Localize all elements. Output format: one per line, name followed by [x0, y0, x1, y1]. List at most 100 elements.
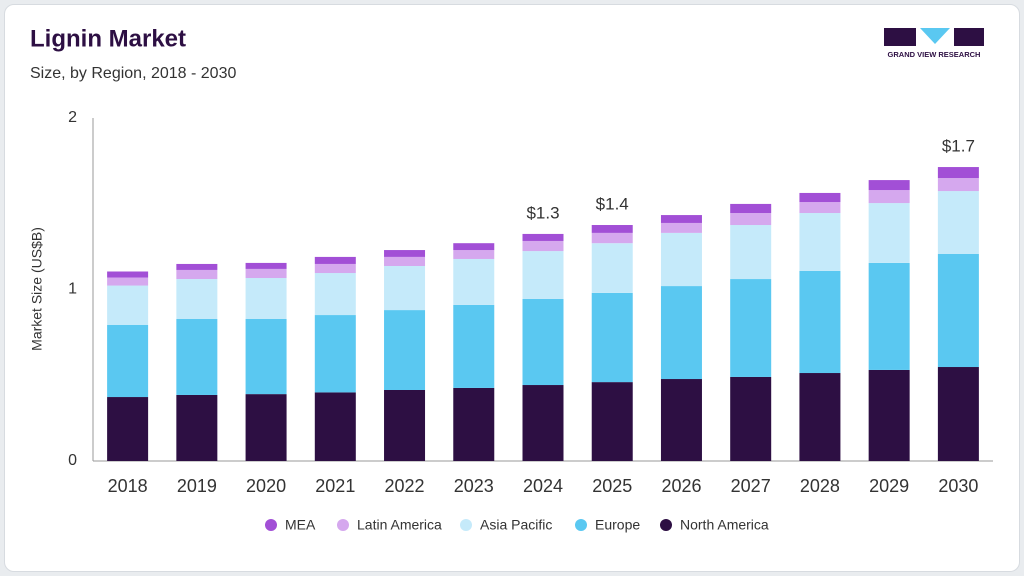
bar-segment [799, 202, 841, 214]
x-tick-label: 2026 [661, 476, 701, 496]
bar-segment [799, 213, 841, 271]
bar-segment [937, 191, 979, 254]
legend-swatch [660, 519, 672, 531]
y-tick-label: 0 [68, 452, 77, 469]
bar-segment [314, 392, 356, 461]
x-tick-label: 2028 [800, 476, 840, 496]
bar-segment [522, 240, 564, 252]
bar-segment [868, 203, 910, 263]
bar-segment [245, 394, 287, 461]
bar-segment [176, 318, 218, 395]
x-tick-label: 2019 [177, 476, 217, 496]
bar-segment [799, 270, 841, 374]
bar-segment [591, 232, 633, 244]
bar-segment [384, 389, 426, 461]
bar-segment [107, 271, 149, 278]
bar-segment [868, 262, 910, 370]
total-label: $1.7 [942, 137, 975, 156]
bar-segment [314, 263, 356, 274]
x-tick-label: 2027 [731, 476, 771, 496]
bar-segment [868, 190, 910, 204]
total-label: $1.3 [526, 203, 559, 222]
bar-segment [660, 232, 702, 287]
bar-segment [868, 180, 910, 191]
x-tick-label: 2029 [869, 476, 909, 496]
logo: GRAND VIEW RESEARCH [884, 28, 984, 59]
bar-segment [730, 279, 772, 377]
x-tick-label: 2023 [454, 476, 494, 496]
bar-segment [868, 369, 910, 461]
bar-segment [591, 243, 633, 293]
bar-segment [660, 379, 702, 461]
logo-triangle [920, 28, 950, 44]
y-tick-label: 1 [68, 281, 77, 298]
x-tick-label: 2025 [592, 476, 632, 496]
logo-text: GRAND VIEW RESEARCH [888, 50, 981, 59]
bar-segment [245, 278, 287, 319]
logo-block [884, 28, 916, 46]
legend-label: Asia Pacific [480, 517, 552, 533]
bar-segment [245, 262, 287, 269]
legend-swatch [460, 519, 472, 531]
chart-title: Lignin Market [30, 25, 186, 52]
bar-segment [730, 225, 772, 280]
bar-segment [107, 277, 149, 286]
y-axis-label: Market Size (US$B) [29, 227, 45, 351]
x-tick-label: 2021 [315, 476, 355, 496]
y-tick-label: 2 [68, 109, 77, 126]
x-tick-label: 2018 [108, 476, 148, 496]
bar-segment [522, 233, 564, 241]
legend-swatch [575, 519, 587, 531]
bar-segment [384, 266, 426, 311]
legend-label: MEA [285, 517, 316, 533]
bar-segment [453, 258, 495, 305]
bar-segment [453, 243, 495, 251]
bar-segment [730, 203, 772, 214]
x-tick-label: 2030 [938, 476, 978, 496]
bar-segment [660, 215, 702, 223]
legend-label: Latin America [357, 517, 442, 533]
bar-segment [660, 286, 702, 380]
bar-segment [384, 250, 426, 257]
bar-segment [453, 387, 495, 461]
bar-segment [522, 298, 564, 386]
bar-segment [176, 269, 218, 280]
chart-subtitle: Size, by Region, 2018 - 2030 [30, 65, 236, 82]
bar-segment [384, 256, 426, 267]
bar-segment [937, 167, 979, 179]
bar-segment [453, 250, 495, 259]
legend-label: Europe [595, 517, 640, 533]
x-tick-label: 2024 [523, 476, 563, 496]
bar-segment [107, 285, 149, 326]
bar-segment [314, 315, 356, 393]
bar-segment [799, 373, 841, 461]
logo-block [954, 28, 984, 46]
bar-segment [107, 325, 149, 398]
card [4, 4, 1020, 572]
bar-segment [730, 376, 772, 461]
bar-segment [591, 292, 633, 383]
bar-segment [660, 222, 702, 233]
bar-segment [937, 253, 979, 368]
bar-segment [522, 251, 564, 299]
bar-segment [799, 192, 841, 203]
bar-segment [591, 382, 633, 461]
total-label: $1.4 [596, 195, 629, 214]
bar-segment [453, 304, 495, 388]
bar-segment [245, 318, 287, 395]
bar-segment [176, 279, 218, 319]
x-tick-label: 2022 [385, 476, 425, 496]
bar-segment [176, 263, 218, 270]
bar-segment [176, 394, 218, 461]
bar-segment [937, 178, 979, 192]
bar-segment [522, 385, 564, 461]
legend-label: North America [680, 517, 769, 533]
bar-segment [384, 310, 426, 390]
legend-swatch [337, 519, 349, 531]
legend-swatch [265, 519, 277, 531]
bar-segment [107, 397, 149, 461]
bar-segment [937, 367, 979, 461]
x-tick-label: 2020 [246, 476, 286, 496]
bar-segment [314, 273, 356, 316]
